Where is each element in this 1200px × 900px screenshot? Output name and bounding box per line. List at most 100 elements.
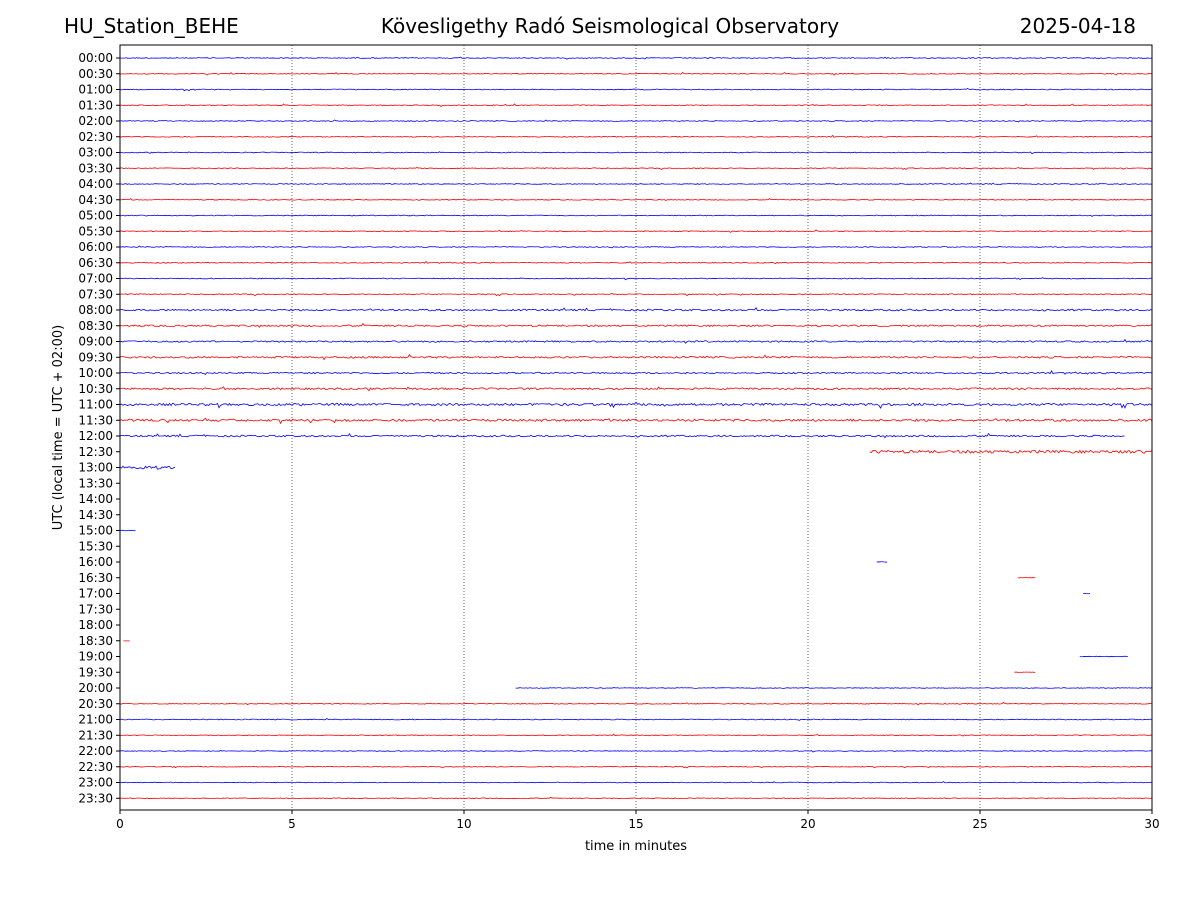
grid-lines (291, 45, 981, 810)
y-tick-label: 11:30 (78, 413, 113, 427)
trace-0730 (119, 292, 1153, 297)
x-tick-label: 20 (800, 817, 815, 831)
trace-0030 (119, 72, 1153, 76)
trace-1030 (119, 386, 1153, 392)
x-tick-label: 5 (288, 817, 296, 831)
trace-0700 (119, 277, 1153, 281)
y-tick-label: 06:00 (78, 240, 113, 254)
trace-0500 (119, 214, 1153, 217)
trace-0230 (119, 134, 1153, 138)
station-title: HU_Station_BEHE (64, 14, 239, 38)
trace-0300 (119, 151, 1153, 155)
y-tick-label: 20:30 (78, 697, 113, 711)
y-tick-label: 19:00 (78, 650, 113, 664)
y-tick-label: 04:00 (78, 177, 113, 191)
y-tick-label: 14:30 (78, 508, 113, 522)
trace-1200 (119, 432, 1125, 439)
trace-0830 (119, 322, 1153, 328)
y-tick-label: 13:30 (78, 476, 113, 490)
y-tick-label: 23:00 (78, 776, 113, 790)
y-tick-label: 16:30 (78, 571, 113, 585)
trace-1000 (119, 370, 1153, 376)
y-tick-label: 19:30 (78, 665, 113, 679)
y-tick-label: 11:00 (78, 398, 113, 412)
trace-0330 (119, 166, 1153, 171)
y-tick-label: 10:00 (78, 366, 113, 380)
y-tick-label: 17:30 (78, 602, 113, 616)
x-tick-label: 15 (628, 817, 643, 831)
trace-0130 (119, 103, 1153, 107)
y-tick-label: 13:00 (78, 461, 113, 475)
y-tick-label: 00:00 (78, 51, 113, 65)
x-tick-label: 0 (116, 817, 124, 831)
y-tick-label: 07:00 (78, 272, 113, 286)
trace-1100 (119, 401, 1153, 409)
y-tick-label: 05:00 (78, 209, 113, 223)
y-tick-label: 21:00 (78, 713, 113, 727)
trace-1130 (119, 417, 1153, 425)
trace-2000 (515, 687, 1153, 689)
y-tick-label: 15:00 (78, 524, 113, 538)
trace-0930 (119, 353, 1153, 361)
x-axis-label: time in minutes (585, 839, 687, 854)
trace-2100 (119, 717, 1153, 721)
y-tick-label: 20:00 (78, 681, 113, 695)
y-tick-label: 23:30 (78, 791, 113, 805)
x-tick-label: 10 (456, 817, 471, 831)
y-tick-label: 06:30 (78, 256, 113, 270)
trace-2200 (119, 749, 1153, 753)
trace-0530 (119, 229, 1153, 233)
y-tick-label: 05:30 (78, 224, 113, 238)
trace-2230 (119, 765, 1153, 769)
y-tick-label: 15:30 (78, 539, 113, 553)
x-tick-label: 30 (1144, 817, 1159, 831)
trace-0900 (119, 338, 1153, 344)
y-tick-label: 09:00 (78, 335, 113, 349)
y-tick-label: 16:00 (78, 555, 113, 569)
y-tick-label: 18:00 (78, 618, 113, 632)
y-tick-label: 09:30 (78, 350, 113, 364)
y-tick-label: 03:30 (78, 161, 113, 175)
x-axis-ticks: 0 5 10 15 20 25 30 (116, 810, 1160, 831)
trace-1230 (869, 449, 1153, 454)
trace-2030 (119, 701, 1153, 706)
trace-0400 (119, 182, 1153, 185)
y-tick-label: 00:30 (78, 67, 113, 81)
y-tick-label: 12:30 (78, 445, 113, 459)
y-tick-label: 01:00 (78, 83, 113, 97)
trace-0430 (119, 198, 1153, 202)
y-tick-label: 02:30 (78, 130, 113, 144)
y-tick-label: 14:00 (78, 492, 113, 506)
trace-2330 (119, 796, 1153, 800)
trace-0000 (119, 56, 1153, 60)
seismic-traces (119, 56, 1153, 800)
y-tick-label: 01:30 (78, 98, 113, 112)
x-tick-label: 25 (972, 817, 987, 831)
y-tick-label: 08:00 (78, 303, 113, 317)
trace-0800 (119, 306, 1153, 312)
trace-0630 (119, 260, 1153, 265)
date-title: 2025-04-18 (1019, 14, 1136, 38)
y-tick-label: 08:30 (78, 319, 113, 333)
trace-0100 (119, 87, 1153, 92)
y-tick-label: 02:00 (78, 114, 113, 128)
observatory-title: Kövesligethy Radó Seismological Observat… (380, 14, 840, 38)
trace-1900 (1079, 655, 1129, 658)
y-tick-label: 07:30 (78, 287, 113, 301)
trace-0600 (119, 245, 1153, 249)
trace-0200 (119, 119, 1153, 123)
y-tick-label: 03:00 (78, 146, 113, 160)
y-tick-label: 10:30 (78, 382, 113, 396)
y-tick-label: 12:00 (78, 429, 113, 443)
trace-2300 (119, 781, 1153, 784)
trace-1300 (119, 465, 176, 470)
y-axis-label: UTC (local time = UTC + 02:00) (51, 325, 66, 530)
y-tick-label: 22:00 (78, 744, 113, 758)
y-tick-label: 21:30 (78, 728, 113, 742)
y-tick-label: 18:30 (78, 634, 113, 648)
plot-frame (119, 44, 1153, 811)
y-tick-label: 04:30 (78, 193, 113, 207)
y-tick-label: 17:00 (78, 587, 113, 601)
